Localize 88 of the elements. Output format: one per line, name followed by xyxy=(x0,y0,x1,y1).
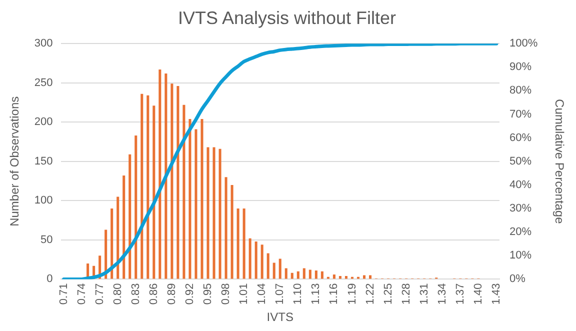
bar xyxy=(140,94,144,279)
y-tick-label: 300 xyxy=(34,38,53,50)
bar xyxy=(338,276,342,279)
bar xyxy=(206,147,210,279)
bar xyxy=(104,230,108,279)
y2-tick-label: 80% xyxy=(509,84,532,97)
x-tick-label: 1.19 xyxy=(346,283,358,305)
x-tick-label: 1.25 xyxy=(382,283,394,305)
x-tick-label: 0.86 xyxy=(148,283,160,305)
y-tick-label: 250 xyxy=(34,76,53,89)
x-tick-label: 1.31 xyxy=(418,283,430,305)
bar xyxy=(278,258,282,279)
x-tick-label: 0.74 xyxy=(76,283,88,305)
bar xyxy=(194,129,198,279)
x-tick-label: 0.89 xyxy=(166,283,178,305)
bar xyxy=(116,196,120,279)
x-axis-title: IVTS xyxy=(266,310,294,324)
bar xyxy=(332,274,336,279)
x-tick-label: 0.71 xyxy=(58,283,70,305)
y-tick-label: 50 xyxy=(40,234,53,246)
y2-tick-label: 10% xyxy=(509,250,532,262)
bar xyxy=(164,73,168,279)
x-tick-label: 0.77 xyxy=(94,283,106,305)
y2-tick-label: 70% xyxy=(509,108,532,120)
y2-tick-label: 40% xyxy=(509,178,532,191)
bar xyxy=(242,208,246,279)
x-tick-label: 1.04 xyxy=(256,283,268,305)
bar xyxy=(344,276,348,279)
bar xyxy=(158,70,162,279)
x-tick-label: 1.43 xyxy=(490,283,502,305)
x-tick-label: 1.28 xyxy=(400,283,412,305)
x-tick-label: 1.34 xyxy=(436,283,448,305)
bar xyxy=(200,118,204,279)
bar xyxy=(134,135,138,279)
bar xyxy=(266,253,270,279)
y2-axis-title: Cumulative Percentage xyxy=(552,99,566,224)
bar xyxy=(152,106,156,279)
bar xyxy=(224,177,228,279)
bar xyxy=(254,241,258,279)
bar xyxy=(302,268,306,279)
bar xyxy=(212,147,216,279)
bar xyxy=(146,95,150,279)
x-tick-label: 0.80 xyxy=(112,283,124,305)
y-tick-label: 100 xyxy=(34,194,53,207)
y2-tick-label: 50% xyxy=(509,155,532,168)
y2-tick-label: 0% xyxy=(509,273,526,286)
bar xyxy=(170,84,174,279)
bar xyxy=(272,262,276,279)
y2-tick-label: 20% xyxy=(509,226,532,238)
bar xyxy=(230,184,234,279)
bar xyxy=(176,86,180,279)
bar xyxy=(284,268,288,279)
x-tick-label: 1.22 xyxy=(364,283,376,305)
bar xyxy=(128,154,132,279)
x-tick-label: 0.83 xyxy=(130,283,142,305)
y2-tick-label: 30% xyxy=(509,202,532,215)
bar xyxy=(122,176,126,279)
bar xyxy=(290,272,294,279)
x-tick-label: 1.07 xyxy=(274,283,286,305)
bar xyxy=(236,208,240,279)
y-tick-label: 150 xyxy=(34,155,53,168)
bar xyxy=(248,238,252,279)
x-tick-label: 1.37 xyxy=(454,283,466,305)
bar xyxy=(110,208,114,279)
x-tick-label: 0.98 xyxy=(220,283,232,305)
bar xyxy=(296,271,300,279)
x-tick-label: 1.16 xyxy=(328,283,340,305)
x-tick-label: 0.95 xyxy=(202,283,214,305)
bar xyxy=(218,148,222,279)
x-tick-label: 1.13 xyxy=(310,283,322,305)
x-tick-label: 1.01 xyxy=(238,283,250,305)
chart-title: IVTS Analysis without Filter xyxy=(178,8,396,28)
y2-tick-label: 100% xyxy=(509,38,538,50)
y-tick-label: 200 xyxy=(34,116,53,128)
bar xyxy=(320,271,324,279)
line-series xyxy=(62,44,498,280)
y2-tick-label: 60% xyxy=(509,132,532,144)
y-axis-title: Number of Observations xyxy=(8,96,22,226)
bar xyxy=(260,244,264,279)
y-tick-label: 0 xyxy=(46,273,53,286)
x-tick-label: 0.92 xyxy=(184,283,196,305)
bar xyxy=(308,270,312,279)
y2-tick-label: 90% xyxy=(509,61,532,74)
x-tick-label: 1.10 xyxy=(292,283,304,305)
bar xyxy=(314,270,318,279)
bar xyxy=(182,104,186,279)
bar xyxy=(188,118,192,279)
x-tick-label: 1.40 xyxy=(472,283,484,305)
